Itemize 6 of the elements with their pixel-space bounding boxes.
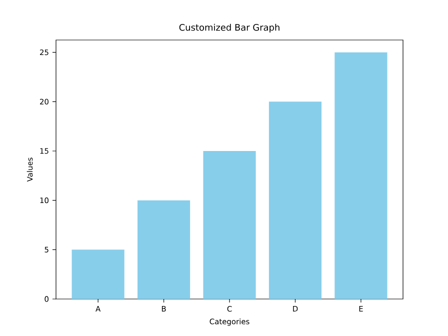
bar — [203, 150, 256, 299]
bar — [72, 250, 124, 299]
bar — [268, 102, 322, 299]
bar — [138, 200, 190, 299]
bar — [334, 52, 388, 299]
chart-title: Customized Bar Graph — [179, 24, 280, 32]
